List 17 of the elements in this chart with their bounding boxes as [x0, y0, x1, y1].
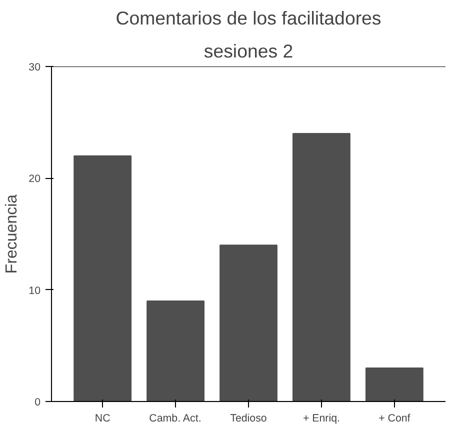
y-axis-title: Frecuencia [4, 194, 21, 274]
y-tick-label: 20 [28, 173, 41, 186]
bar [220, 244, 278, 402]
y-tick-label: 10 [28, 284, 41, 297]
x-tick-label: NC [94, 412, 111, 424]
chart-title: Comentarios de los facilitadores [116, 8, 382, 28]
bar [146, 300, 204, 402]
bar [365, 368, 424, 402]
x-tick-label: + Conf [378, 412, 410, 424]
bar [74, 155, 132, 402]
chart-subtitle: sesiones 2 [204, 40, 294, 62]
x-tick-label: + Enriq. [302, 412, 340, 424]
y-tick-label: 30 [28, 62, 41, 74]
y-tick-label: 0 [34, 396, 41, 408]
x-tick-label: Tedioso [230, 412, 267, 424]
bar [292, 133, 350, 402]
x-tick-label: Camb. Act. [149, 412, 202, 424]
